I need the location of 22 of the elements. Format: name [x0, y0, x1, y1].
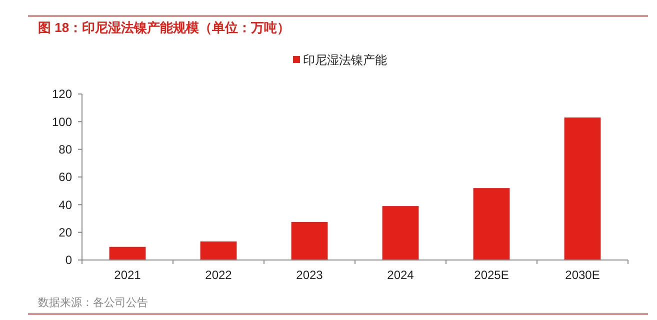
y-tick-label: 20	[58, 226, 72, 240]
x-tick-label: 2023	[296, 268, 324, 282]
source-note: 数据来源：各公司公告	[38, 296, 148, 309]
bar	[109, 246, 146, 260]
y-tick-label: 80	[58, 142, 72, 157]
y-tick-label: 60	[58, 170, 72, 184]
bar	[473, 188, 510, 260]
bar	[291, 222, 328, 260]
y-tick-label: 40	[58, 198, 72, 212]
x-tick-label: 2022	[205, 268, 232, 282]
x-tick-label: 2030E	[565, 268, 600, 282]
y-tick-label: 100	[52, 114, 72, 129]
x-tick-label: 2024	[387, 268, 414, 282]
x-tick-label: 2021	[114, 268, 142, 282]
legend-label: 印尼湿法镍产能	[303, 53, 387, 67]
chart-title: 图 18：印尼湿法镍产能规模（单位：万吨）	[38, 20, 290, 35]
bar	[200, 241, 237, 260]
bar	[382, 206, 419, 260]
y-tick-label: 0	[65, 253, 72, 268]
x-tick-label: 2025E	[474, 268, 509, 282]
bar	[564, 118, 601, 260]
y-tick-label: 120	[52, 87, 72, 102]
